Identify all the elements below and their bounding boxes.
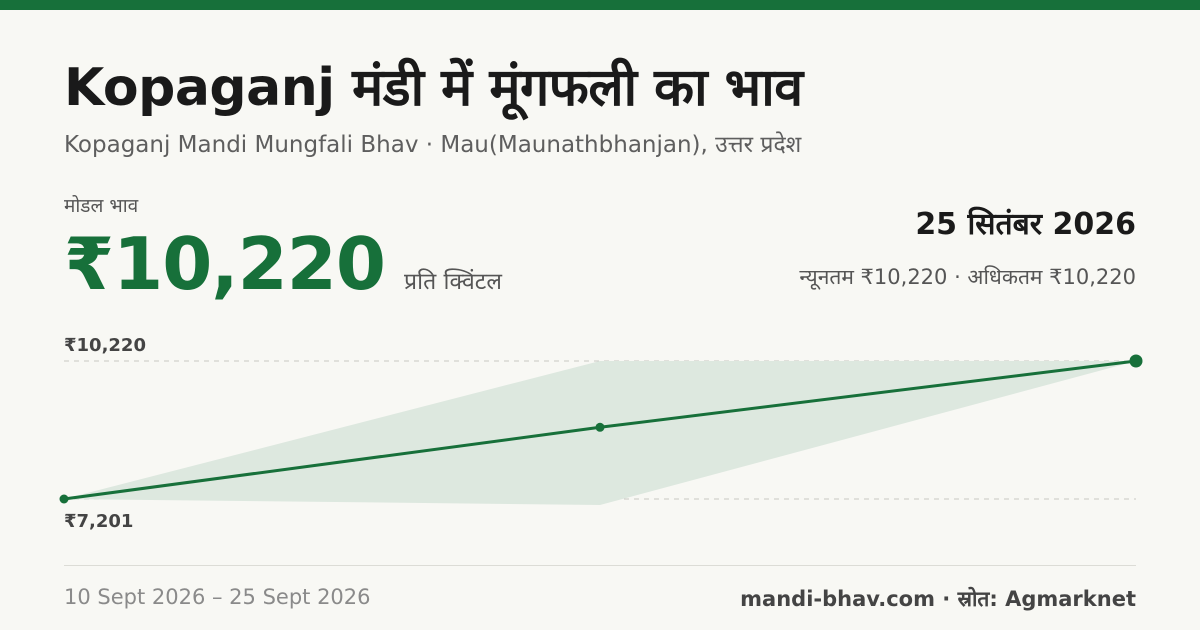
data-point-1 bbox=[59, 494, 69, 504]
date-range: 10 Sept 2026 – 25 Sept 2026 bbox=[64, 585, 371, 609]
page-subtitle: Kopaganj Mandi Mungfali Bhav · Mau(Mauna… bbox=[64, 132, 802, 158]
footer-divider bbox=[64, 565, 1136, 566]
page-title: Kopaganj मंडी में मूंगफली का भाव bbox=[64, 58, 803, 118]
y-label-bottom: ₹7,201 bbox=[64, 511, 133, 532]
price-date: 25 सितंबर 2026 bbox=[915, 207, 1136, 242]
min-max-price: न्यूनतम ₹10,220 · अधिकतम ₹10,220 bbox=[799, 265, 1136, 289]
modal-price-label: मोडल भाव bbox=[64, 195, 139, 217]
data-source: mandi-bhav.com · स्रोत: Agmarknet bbox=[740, 587, 1136, 611]
data-point-2 bbox=[595, 422, 605, 432]
price-unit: प्रति क्विंटल bbox=[404, 269, 502, 295]
top-accent-bar bbox=[0, 0, 1200, 10]
y-label-top: ₹10,220 bbox=[64, 335, 146, 356]
modal-price-value: ₹10,220 bbox=[64, 222, 386, 306]
data-point-3 bbox=[1129, 354, 1143, 368]
modal-price-block: ₹10,220 प्रति क्विंटल bbox=[64, 222, 502, 306]
min-max-band bbox=[64, 361, 1136, 505]
